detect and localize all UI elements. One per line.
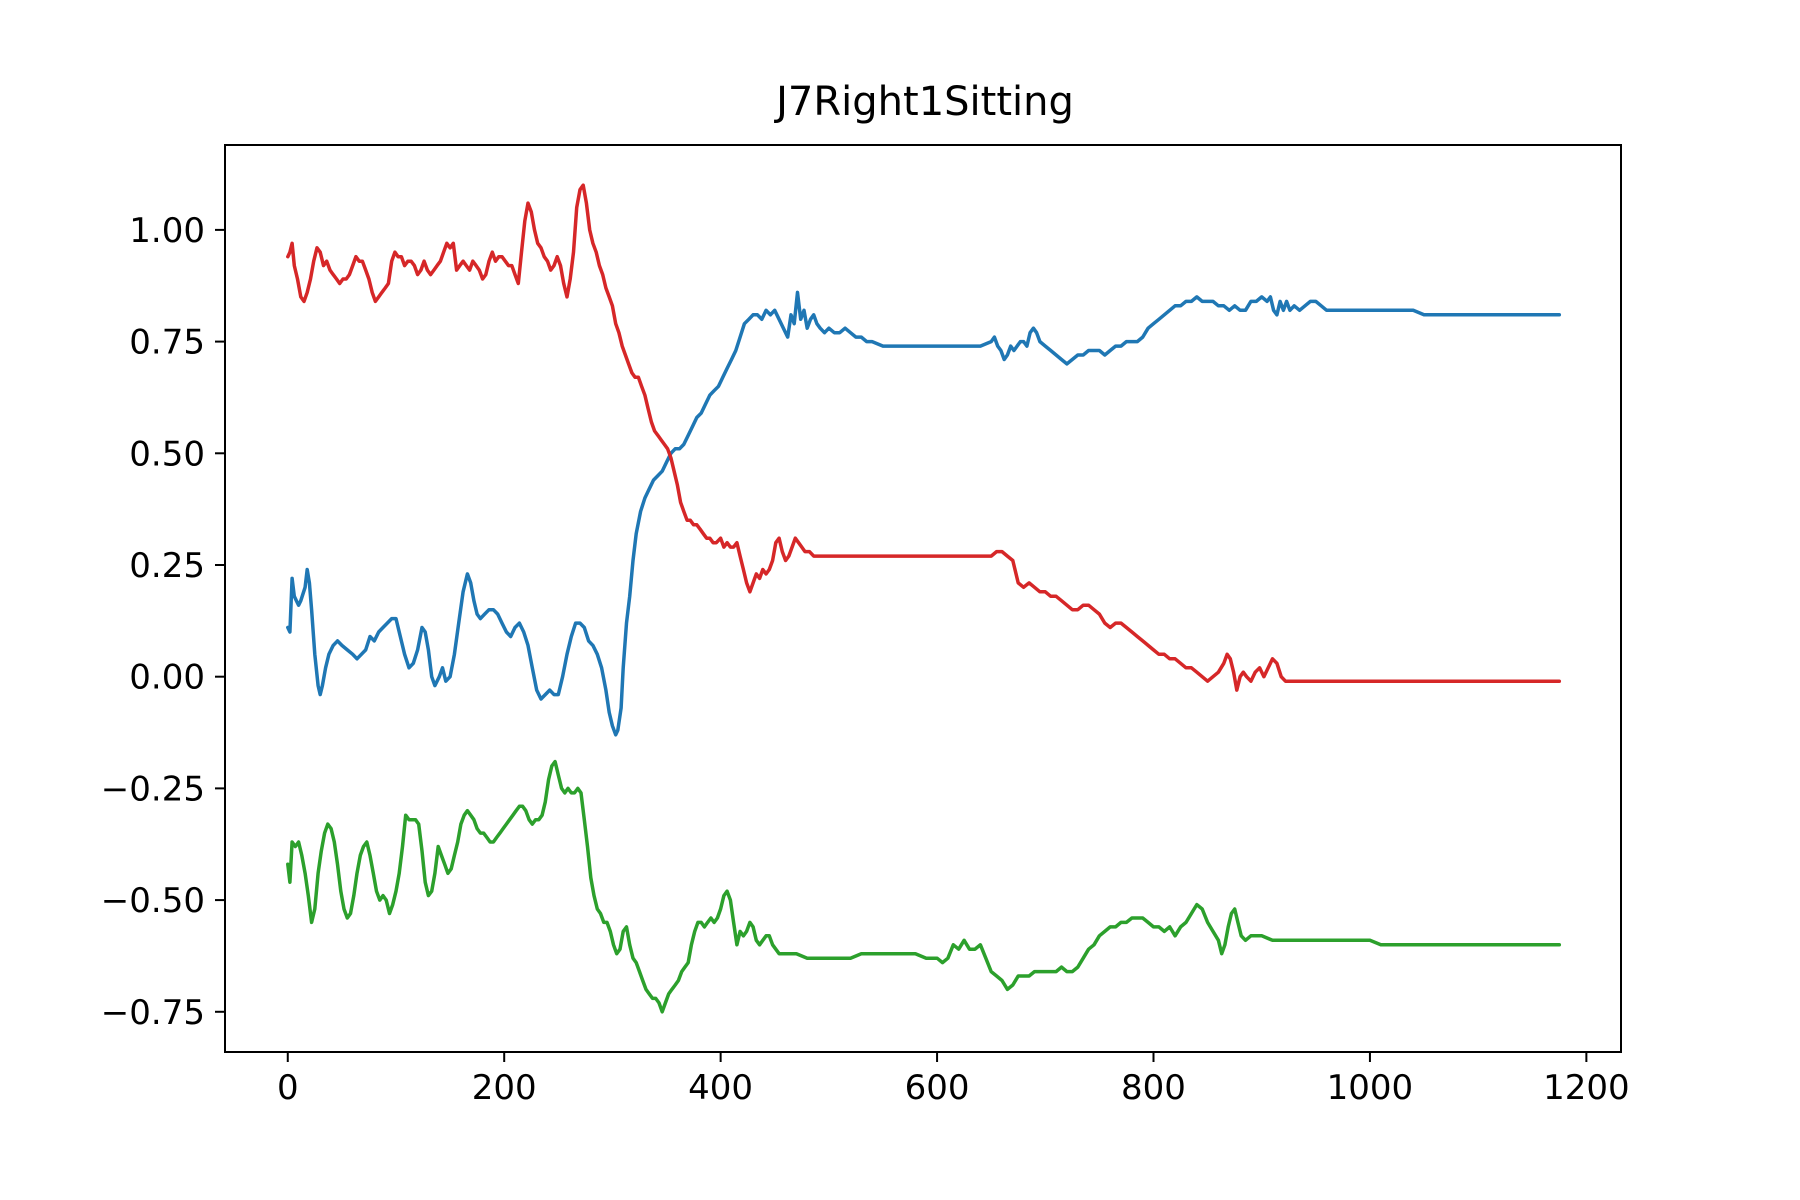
x-tick-label: 400: [688, 1068, 753, 1108]
x-tick-label: 1200: [1543, 1068, 1630, 1108]
axis-layer: 0 200 400 600 800 1000 1200 −0.75 −0.50 −0.25 0.00…: [101, 211, 1630, 1108]
x-tick-label: 200: [472, 1068, 537, 1108]
x-tick-label: 0: [277, 1068, 299, 1108]
x-tick-label: 600: [905, 1068, 970, 1108]
y-tick-label: −0.50: [101, 881, 205, 921]
x-tick-label: 1000: [1327, 1068, 1414, 1108]
y-tick-label: −0.25: [101, 769, 205, 809]
x-tick-label: 800: [1121, 1068, 1186, 1108]
chart-title: J7Right1Sitting: [773, 79, 1074, 125]
y-tick-label: 1.00: [129, 211, 205, 251]
y-tick-label: 0.50: [129, 434, 205, 474]
y-tick-label: 0.00: [129, 658, 205, 698]
plot-frame: [224, 144, 1622, 1053]
y-tick-label: −0.75: [101, 993, 205, 1033]
series-line-2: [286, 183, 1562, 692]
series-layer: [286, 183, 1562, 1014]
series-line-3: [286, 759, 1562, 1014]
y-tick-label: 0.25: [129, 546, 205, 586]
series-line-1: [286, 290, 1562, 737]
y-tick-label: 0.75: [129, 323, 205, 363]
